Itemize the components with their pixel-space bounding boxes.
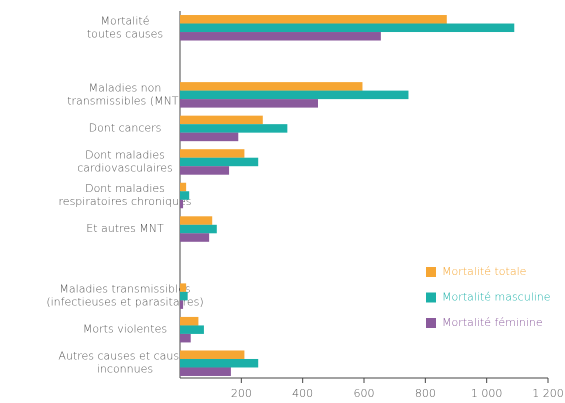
category-label-line: Dont cancers	[89, 121, 162, 134]
bar	[180, 333, 191, 343]
category-label-line: inconnues	[97, 363, 153, 376]
bar	[180, 115, 263, 125]
bar	[180, 182, 187, 192]
category-label-line: Et autres MNT	[86, 222, 164, 235]
category-label: Mortalité toutes causes	[87, 14, 163, 40]
x-tick-label: 600	[354, 387, 375, 400]
x-tick-label: 1 000	[471, 387, 503, 400]
x-tick-label: 200	[231, 387, 252, 400]
bar	[180, 216, 213, 225]
category-label: Maladies non transmissibles (MNT)	[67, 81, 183, 107]
category-label-line: Dont maladies	[85, 148, 165, 161]
category-label: Dont maladies cardiovasculaires	[77, 148, 173, 174]
category-label: Dont cancers	[89, 121, 162, 134]
bar	[180, 367, 231, 376]
bar	[180, 224, 217, 234]
category-label: Dont maladies respiratoires chroniques	[59, 182, 192, 208]
category-label-line: Maladies non	[89, 81, 162, 94]
category-label: Et autres MNT	[86, 222, 164, 235]
bar	[180, 90, 409, 100]
bar	[180, 124, 288, 133]
bar	[180, 358, 259, 368]
legend-label: Mortalité totale	[442, 265, 526, 278]
bar	[180, 291, 188, 301]
category-label-line: toutes causes	[87, 27, 163, 40]
legend-label: Mortalité masculine	[442, 291, 551, 304]
category-label-line: (infectieuses et parasitaires)	[46, 296, 203, 309]
bar	[180, 32, 381, 41]
bar	[180, 132, 239, 142]
legend-swatch	[426, 267, 436, 277]
bar	[180, 325, 204, 334]
bar	[180, 300, 184, 309]
x-tick-label: 1 200	[532, 387, 564, 400]
legend-swatch	[426, 318, 436, 328]
bar	[180, 99, 318, 108]
x-tick-label: 400	[292, 387, 313, 400]
category-label-line: cardiovasculaires	[77, 161, 173, 174]
bar	[180, 283, 187, 292]
category-label-line: Mortalité	[101, 14, 150, 27]
category-label-line: transmissibles (MNT)	[67, 94, 183, 107]
bar	[180, 82, 363, 91]
category-label: Morts violentes	[83, 323, 167, 336]
category-label-line: Dont maladies	[85, 182, 165, 195]
bar	[180, 15, 447, 24]
bar	[180, 191, 190, 200]
category-label-line: Autres causes et causes	[58, 350, 191, 363]
category-label-line: respiratoires chroniques	[59, 195, 192, 208]
category-label-line: Maladies transmissibles	[59, 283, 190, 296]
bar	[180, 166, 230, 175]
x-tick-label: 800	[415, 387, 436, 400]
bar	[180, 233, 210, 242]
legend-swatch	[426, 292, 436, 303]
bar	[180, 23, 515, 33]
bar	[180, 149, 245, 158]
category-label: Maladies transmissibles (infectieuses et …	[46, 283, 203, 309]
bar	[180, 157, 259, 167]
bar	[180, 199, 184, 209]
category-label: Autres causes et causes inconnues	[58, 350, 191, 376]
legend-label: Mortalité féminine	[442, 316, 543, 329]
category-label-line: Morts violentes	[83, 323, 167, 336]
bar	[180, 316, 199, 326]
bar	[180, 350, 245, 359]
